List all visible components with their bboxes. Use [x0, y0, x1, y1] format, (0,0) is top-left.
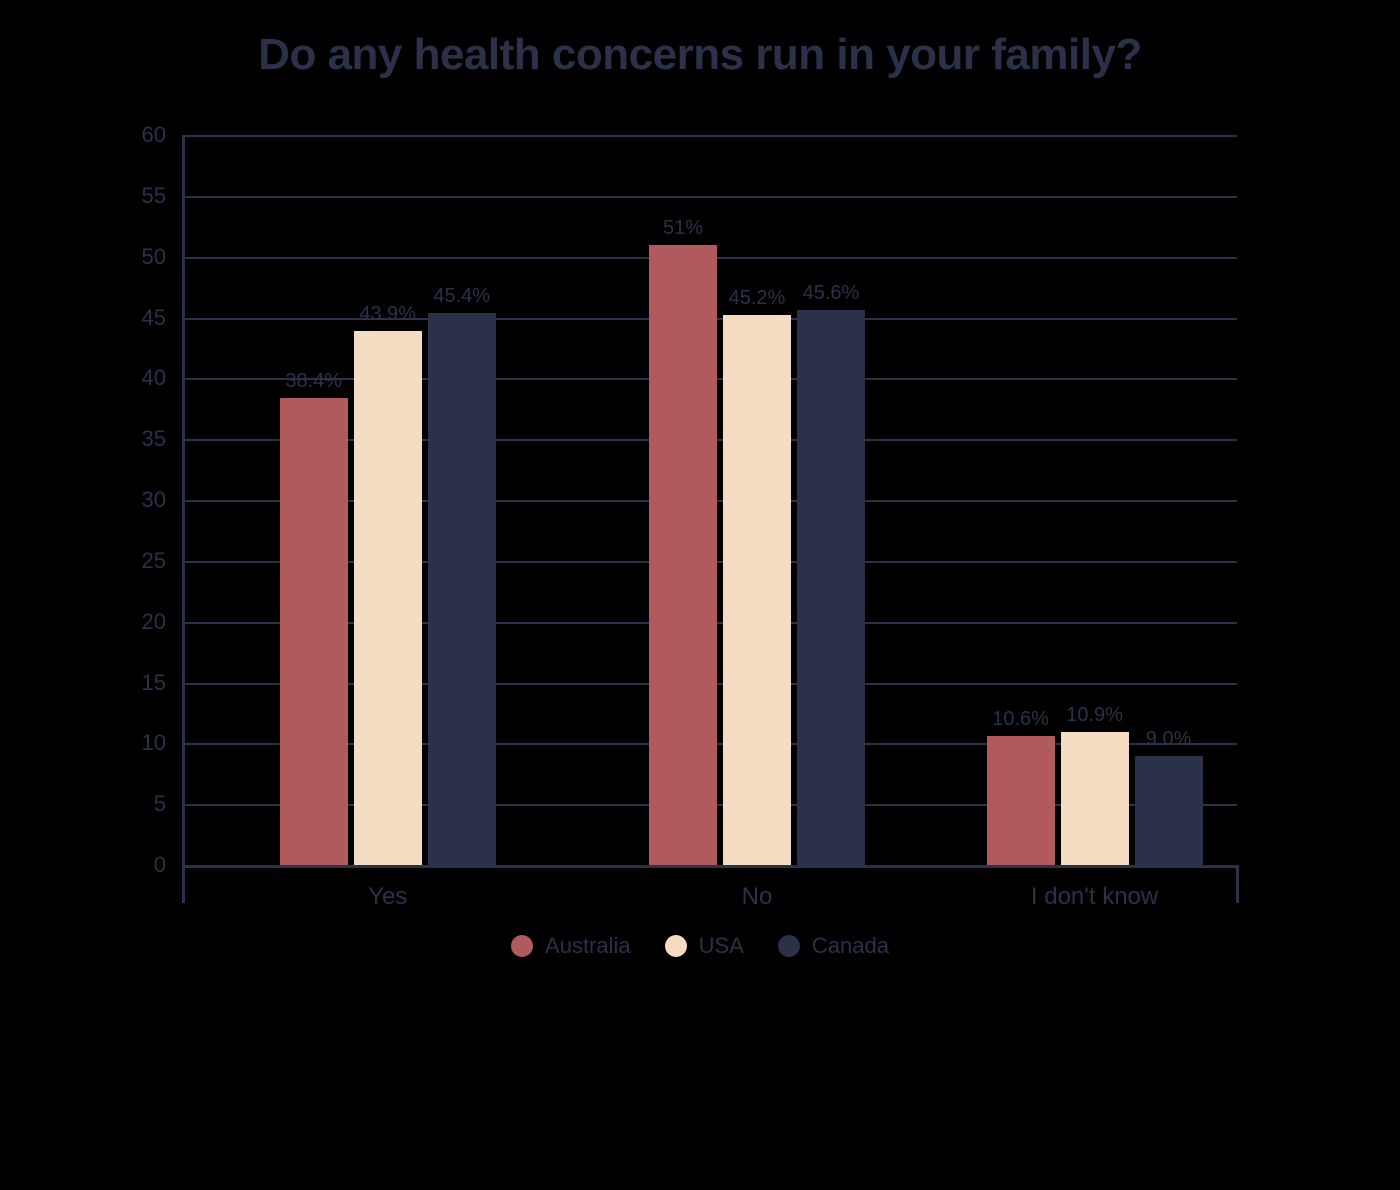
bar [987, 736, 1055, 865]
bar [1061, 732, 1129, 865]
grid-line [182, 135, 1237, 137]
plot-area: 05101520253035404550556038.4%43.9%45.4%Y… [110, 135, 1237, 865]
grid-line [182, 196, 1237, 198]
legend-item: Canada [778, 933, 889, 959]
legend-label: USA [699, 933, 744, 959]
y-axis-tick-label: 15 [110, 670, 166, 696]
y-axis-tick-label: 30 [110, 487, 166, 513]
bar [428, 313, 496, 865]
legend-item: Australia [511, 933, 631, 959]
bar [354, 331, 422, 865]
y-axis-tick-label: 50 [110, 244, 166, 270]
y-axis-tick-label: 10 [110, 730, 166, 756]
bar-value-label: 38.4% [285, 370, 342, 393]
bar-value-label: 45.6% [803, 282, 860, 305]
x-axis-category-label: I don't know [1031, 883, 1158, 911]
bar [280, 398, 348, 865]
legend-swatch [511, 935, 533, 957]
chart-title: Do any health concerns run in your famil… [110, 30, 1290, 80]
y-axis-tick-label: 5 [110, 791, 166, 817]
y-axis-line [182, 135, 185, 903]
x-axis-tick [1236, 865, 1239, 903]
bar-value-label: 10.9% [1066, 704, 1123, 727]
x-axis-line [182, 865, 1237, 868]
legend-label: Australia [545, 933, 631, 959]
x-axis-category-label: Yes [368, 883, 407, 911]
y-axis-tick-label: 55 [110, 183, 166, 209]
bar [1135, 756, 1203, 866]
bar [649, 245, 717, 866]
bar-value-label: 51% [663, 217, 703, 240]
bar-value-label: 43.9% [359, 303, 416, 326]
y-axis-tick-label: 25 [110, 548, 166, 574]
bar-value-label: 10.6% [992, 708, 1049, 731]
legend-label: Canada [812, 933, 889, 959]
legend-item: USA [665, 933, 744, 959]
bar-value-label: 9.0% [1146, 728, 1192, 751]
y-axis-tick-label: 40 [110, 365, 166, 391]
legend: Australia USA Canada [110, 933, 1290, 959]
y-axis-tick-label: 35 [110, 426, 166, 452]
legend-swatch [665, 935, 687, 957]
bar [797, 310, 865, 865]
x-axis-category-label: No [742, 883, 773, 911]
bar-value-label: 45.4% [433, 285, 490, 308]
legend-swatch [778, 935, 800, 957]
y-axis-tick-label: 60 [110, 122, 166, 148]
bar-value-label: 45.2% [729, 287, 786, 310]
bar [723, 315, 791, 865]
y-axis-tick-label: 20 [110, 609, 166, 635]
chart-container: Do any health concerns run in your famil… [110, 30, 1290, 1160]
y-axis-tick-label: 45 [110, 305, 166, 331]
y-axis-tick-label: 0 [110, 852, 166, 878]
